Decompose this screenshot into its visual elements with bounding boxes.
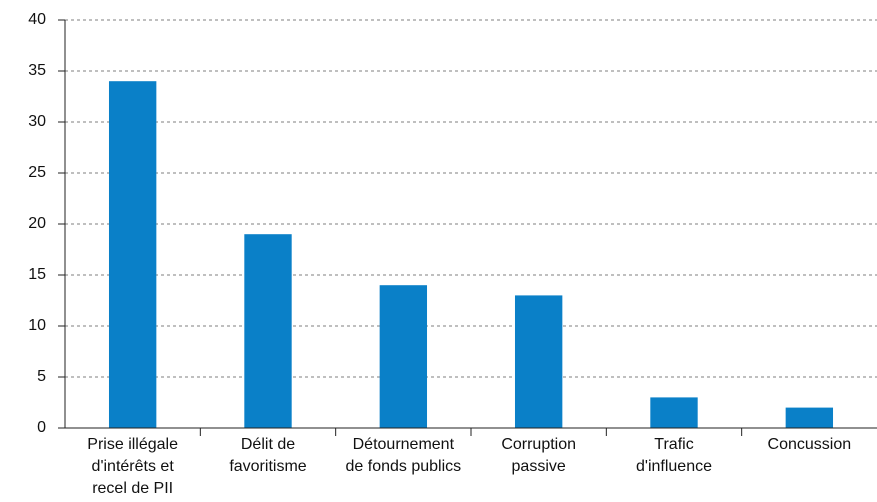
y-tick-label: 15 xyxy=(28,266,46,283)
bar xyxy=(514,295,563,428)
x-tick-label: Détournement de fonds publics xyxy=(346,436,462,475)
y-tick-label: 10 xyxy=(28,317,46,334)
bar xyxy=(244,234,292,428)
x-tick-label: Délit de favoritisme xyxy=(229,436,306,475)
y-tick-label: 40 xyxy=(28,11,46,28)
x-tick-label: Prise illégale d'intérêts et recel de PII xyxy=(87,436,178,497)
y-tick-label: 5 xyxy=(37,368,46,385)
x-tick-label: Concussion xyxy=(768,436,852,453)
y-tick-label: 35 xyxy=(28,62,46,79)
y-tick-label: 30 xyxy=(28,113,46,130)
x-tick-label: Trafic d'influence xyxy=(636,436,712,475)
bar xyxy=(108,81,157,428)
bar xyxy=(379,285,428,428)
x-tick-label: Corruption passive xyxy=(501,436,576,475)
y-tick-label: 0 xyxy=(37,419,46,436)
bar xyxy=(650,397,698,428)
y-tick-label: 20 xyxy=(28,215,46,232)
y-tick-label: 25 xyxy=(28,164,46,181)
bar xyxy=(785,407,834,428)
